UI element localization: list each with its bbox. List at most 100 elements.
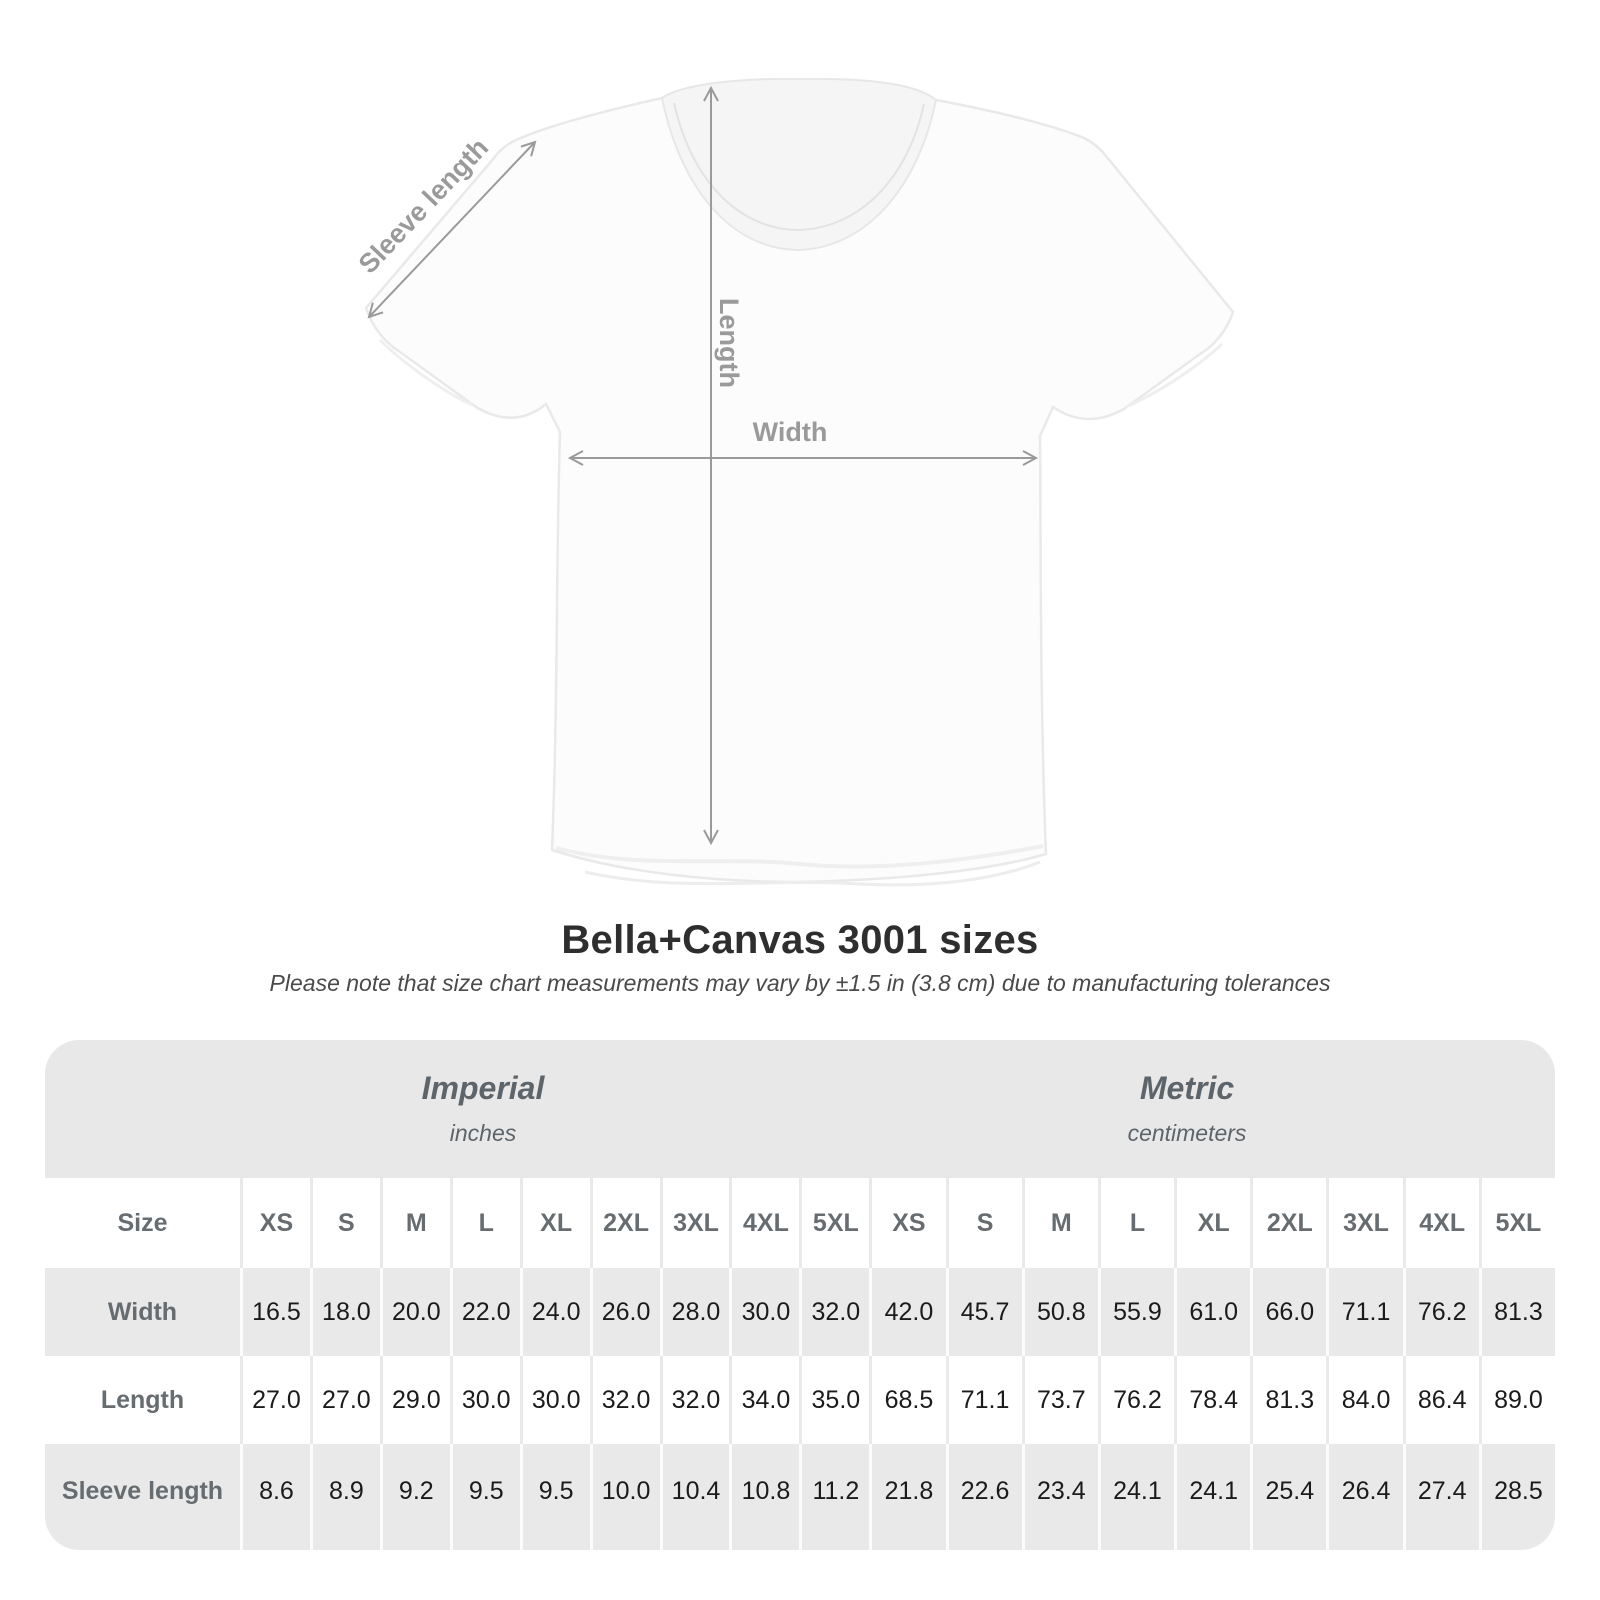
metric-value-cell: 89.0 (1478, 1356, 1555, 1444)
metric-value-cell: 71.1 (1326, 1268, 1403, 1356)
row-label: Sleeve length (45, 1444, 240, 1550)
measurement-row: Sleeve length 8.6 8.9 9.2 9.5 9.5 10.0 10.4 10.8… (45, 1444, 1555, 1550)
imperial-value-cell: 18.0 (309, 1268, 380, 1356)
metric-value-cell: 66.0 (1250, 1268, 1327, 1356)
metric-size-header-cell: 2XL (1250, 1178, 1327, 1268)
imperial-value-cell: 32.0 (589, 1356, 660, 1444)
width-measure-label: Width (753, 417, 828, 447)
metric-value-cell: 24.1 (1097, 1444, 1175, 1550)
imperial-size-header-cell: 5XL (799, 1178, 870, 1268)
imperial-value-cell: 35.0 (799, 1356, 870, 1444)
metric-value-cell: 55.9 (1097, 1268, 1175, 1356)
imperial-value-cell: 9.5 (449, 1444, 520, 1550)
metric-value-cell: 26.4 (1326, 1444, 1403, 1550)
metric-value-cell: 23.4 (1021, 1444, 1098, 1550)
imperial-value-cell: 9.5 (519, 1444, 590, 1550)
imperial-size-header-cell: 4XL (729, 1178, 800, 1268)
metric-value-cell: 73.7 (1021, 1356, 1098, 1444)
page-title: Bella+Canvas 3001 sizes (561, 918, 1039, 962)
metric-value-cell: 25.4 (1250, 1444, 1327, 1550)
imperial-value-cell: 20.0 (379, 1268, 450, 1356)
imperial-size-header-cell: XL (519, 1178, 590, 1268)
tshirt-shape (364, 77, 1235, 887)
tshirt-body (364, 81, 1235, 884)
metric-unit-header: Metric centimeters (1128, 1040, 1247, 1147)
row-label: Width (45, 1268, 240, 1356)
metric-value-cell: 21.8 (869, 1444, 946, 1550)
metric-value-cell: 42.0 (869, 1268, 946, 1356)
imperial-value-cell: 10.8 (729, 1444, 800, 1550)
metric-value-cell: 81.3 (1250, 1356, 1327, 1444)
imperial-size-header-cell: 2XL (589, 1178, 660, 1268)
tshirt-right-cuff-line (1125, 342, 1224, 409)
imperial-value-cell: 34.0 (729, 1356, 800, 1444)
metric-size-header-cell: XS (869, 1178, 946, 1268)
page-subtitle: Please note that size chart measurements… (269, 970, 1331, 996)
imperial-unit-header: Imperial inches (422, 1040, 545, 1147)
metric-value-cell: 68.5 (869, 1356, 946, 1444)
metric-value-cell: 24.1 (1174, 1444, 1251, 1550)
unit-header-band: Imperial inches Metric centimeters (45, 1040, 1555, 1178)
metric-size-header-cell: XL (1174, 1178, 1251, 1268)
tshirt-collar-band-line (673, 102, 925, 232)
imperial-value-cell: 28.0 (659, 1268, 730, 1356)
imperial-unit: inches (449, 1120, 517, 1146)
metric-unit: centimeters (1127, 1120, 1247, 1146)
imperial-label: Imperial (421, 1070, 545, 1106)
imperial-size-header-cell: L (449, 1178, 520, 1268)
imperial-value-cell: 24.0 (519, 1268, 590, 1356)
metric-value-cell: 78.4 (1174, 1356, 1251, 1444)
size-table-rows: Size XS S M L XL 2XL 3XL 4XL 5XL XS S M L XL 2XL 3XL 4XL 5… (45, 1178, 1555, 1550)
imperial-value-cell: 10.0 (589, 1444, 660, 1550)
metric-value-cell: 84.0 (1326, 1356, 1403, 1444)
tshirt-collar (660, 77, 938, 252)
metric-value-cell: 81.3 (1478, 1268, 1555, 1356)
metric-value-cell: 50.8 (1021, 1268, 1098, 1356)
imperial-size-header-cell: S (309, 1178, 380, 1268)
imperial-value-cell: 32.0 (799, 1268, 870, 1356)
metric-value-cell: 27.4 (1402, 1444, 1479, 1550)
metric-size-header-cell: 3XL (1326, 1178, 1403, 1268)
metric-value-cell: 86.4 (1402, 1356, 1479, 1444)
imperial-value-cell: 30.0 (449, 1356, 520, 1444)
imperial-value-cell: 30.0 (729, 1268, 800, 1356)
size-header-row: Size XS S M L XL 2XL 3XL 4XL 5XL XS S M L XL 2XL 3XL 4XL 5… (45, 1178, 1555, 1268)
tshirt-illustration: Length Width Sleeve length (353, 77, 1235, 887)
metric-size-header-cell: 5XL (1478, 1178, 1555, 1268)
metric-size-header-cell: M (1021, 1178, 1098, 1268)
size-table: Imperial inches Metric centimeters Size X… (45, 1040, 1555, 1550)
measurement-row: Width 16.5 18.0 20.0 22.0 24.0 26.0 28.0 30.0 32.… (45, 1268, 1555, 1356)
metric-value-cell: 61.0 (1174, 1268, 1251, 1356)
row-label: Length (45, 1356, 240, 1444)
size-column-header: Size (45, 1178, 240, 1268)
imperial-value-cell: 27.0 (240, 1356, 310, 1444)
imperial-size-header-cell: M (379, 1178, 450, 1268)
imperial-value-cell: 32.0 (659, 1356, 730, 1444)
imperial-value-cell: 16.5 (240, 1268, 310, 1356)
imperial-value-cell: 9.2 (379, 1444, 450, 1550)
metric-value-cell: 28.5 (1478, 1444, 1555, 1550)
tshirt-hem-fold (555, 844, 1044, 869)
measurement-row: Length 27.0 27.0 29.0 30.0 30.0 32.0 32.0 34.0 35… (45, 1356, 1555, 1444)
imperial-value-cell: 11.2 (799, 1444, 870, 1550)
imperial-value-cell: 8.9 (309, 1444, 380, 1550)
tshirt-measurement-diagram: Length Width Sleeve length (353, 77, 1235, 887)
sleeve-length-arrow (367, 140, 537, 319)
length-measure-label: Length (714, 298, 744, 388)
metric-value-cell: 45.7 (945, 1268, 1022, 1356)
metric-size-header-cell: L (1097, 1178, 1175, 1268)
tshirt-left-cuff-line (378, 338, 473, 407)
imperial-value-cell: 27.0 (309, 1356, 380, 1444)
imperial-value-cell: 30.0 (519, 1356, 590, 1444)
metric-label: Metric (1139, 1070, 1235, 1106)
imperial-size-header-cell: 3XL (659, 1178, 730, 1268)
metric-value-cell: 22.6 (945, 1444, 1022, 1550)
metric-size-header-cell: S (945, 1178, 1022, 1268)
imperial-value-cell: 29.0 (379, 1356, 450, 1444)
imperial-value-cell: 22.0 (449, 1268, 520, 1356)
tshirt-hem-shadow (584, 860, 1041, 887)
metric-size-header-cell: 4XL (1402, 1178, 1479, 1268)
metric-value-cell: 76.2 (1402, 1268, 1479, 1356)
metric-value-cell: 76.2 (1097, 1356, 1175, 1444)
metric-value-cell: 71.1 (945, 1356, 1022, 1444)
